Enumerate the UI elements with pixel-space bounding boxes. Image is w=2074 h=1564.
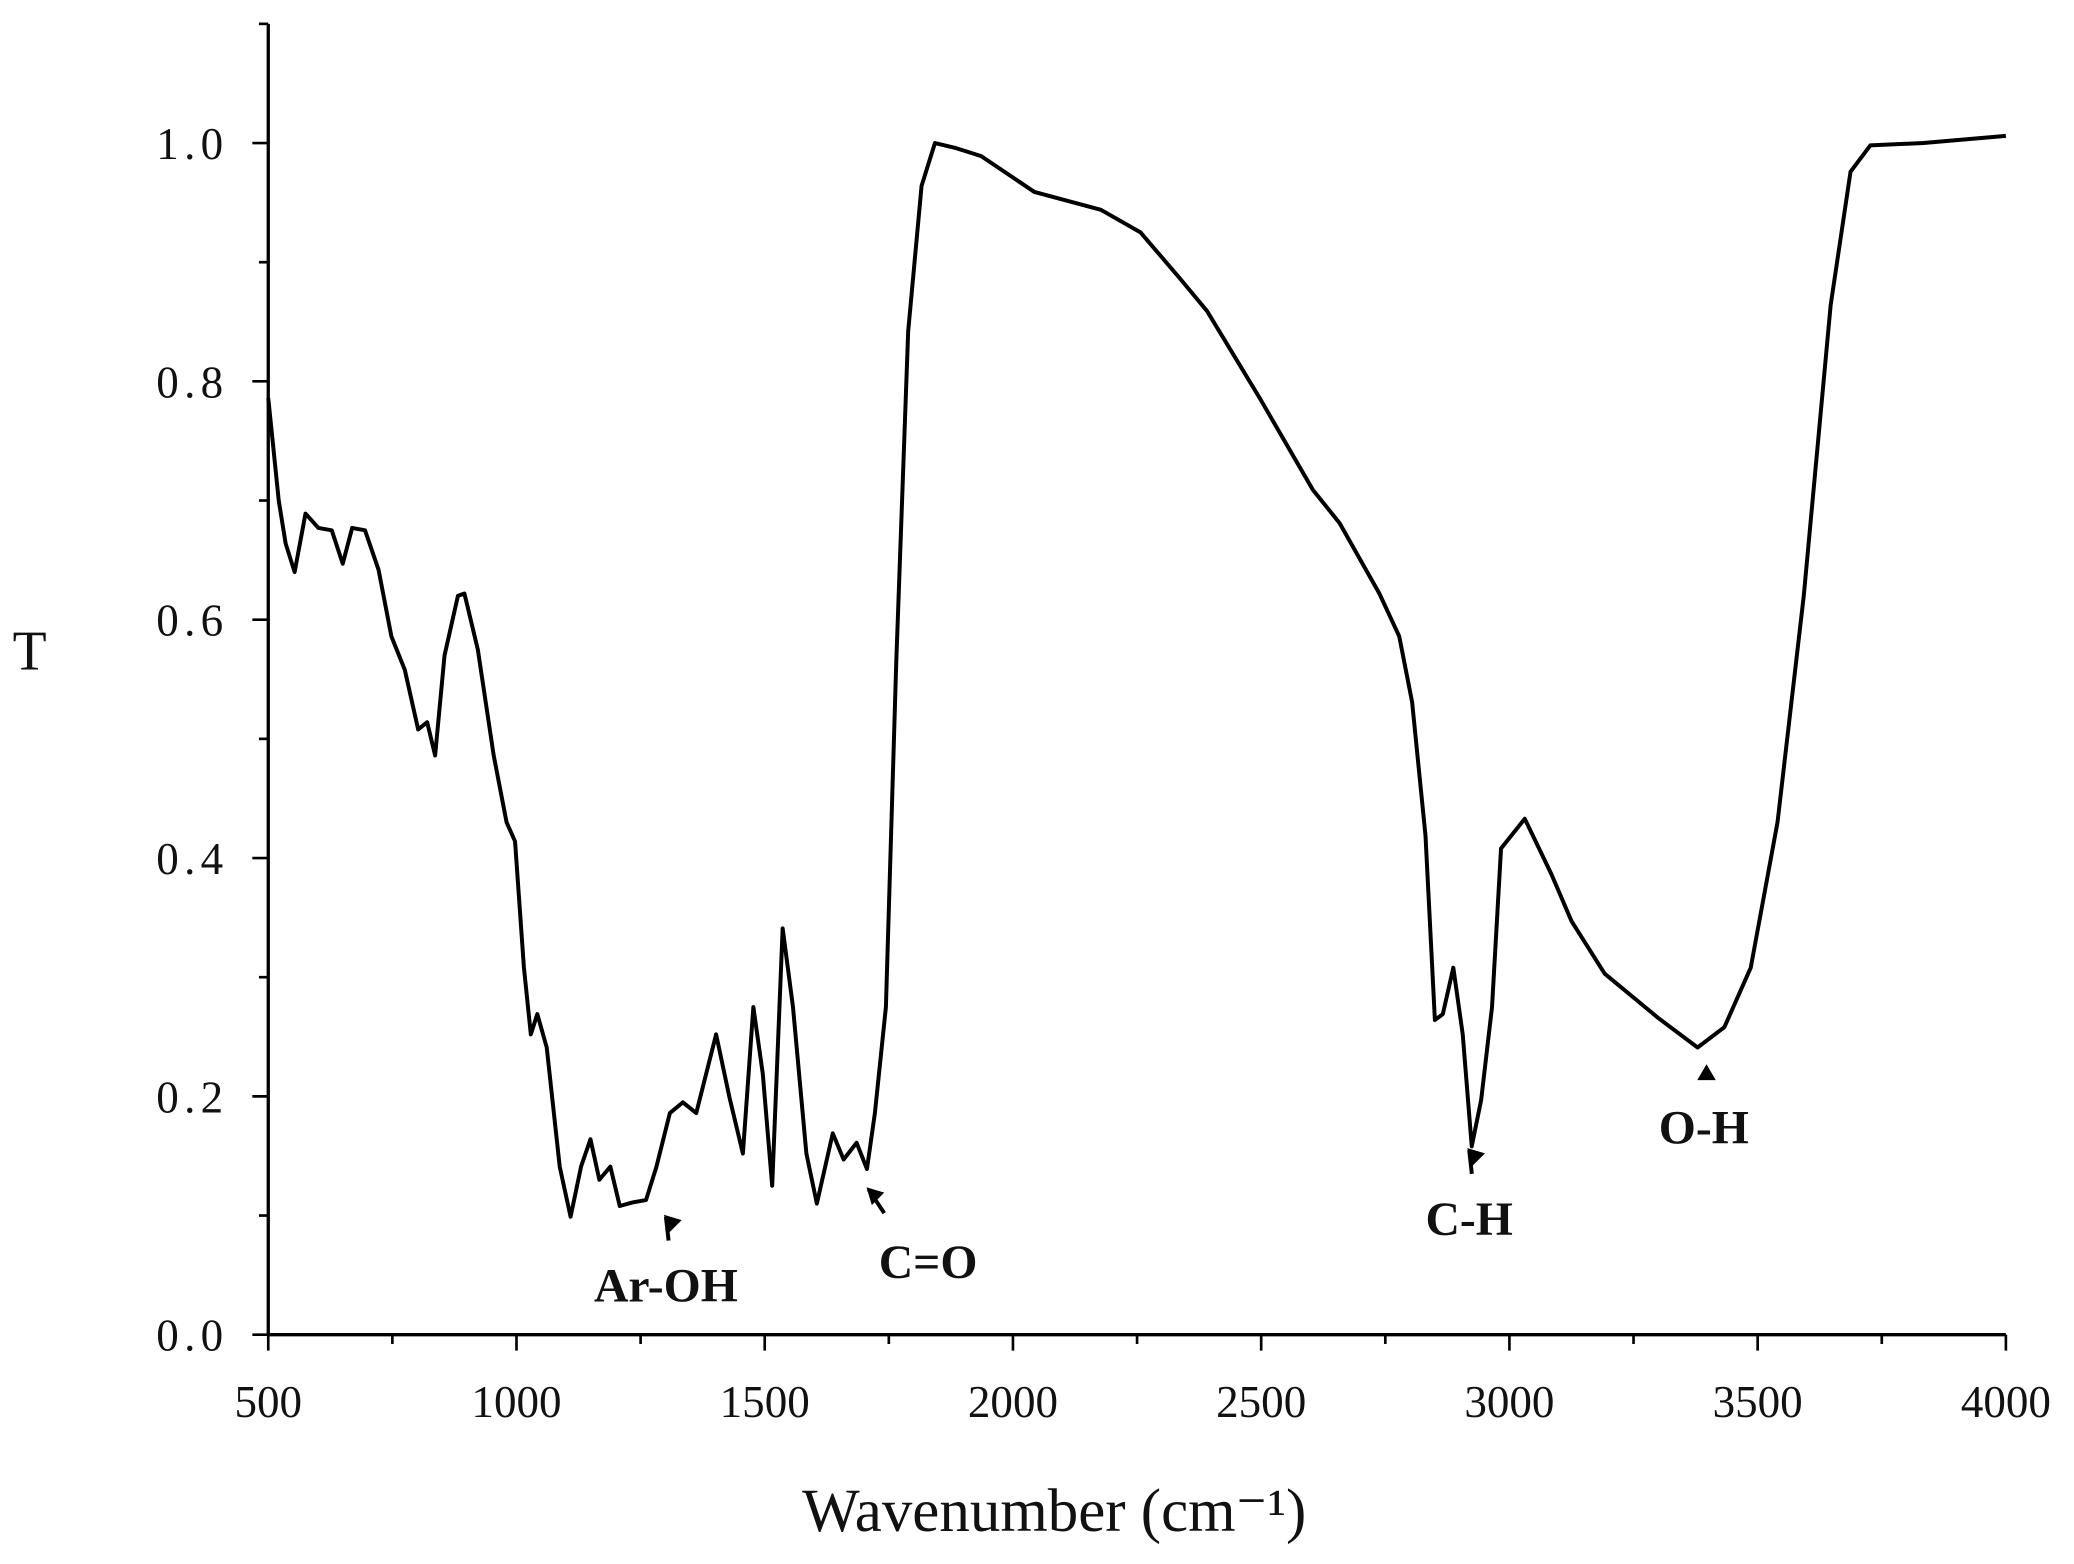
annotation-arrow xyxy=(1697,1064,1716,1081)
annotation-label: C=O xyxy=(879,1236,978,1289)
annotation-label: O-H xyxy=(1659,1102,1749,1155)
x-axis-label: Wavenumber (cm⁻¹) xyxy=(802,1478,1306,1545)
y-tick-label: 0.2 xyxy=(156,1072,228,1122)
y-tick-label: 1.0 xyxy=(156,119,228,169)
x-tick-label: 500 xyxy=(234,1377,302,1427)
annotation-arrow xyxy=(1467,1148,1485,1166)
y-tick-label: 0.8 xyxy=(156,357,228,407)
y-tick-label: 0.0 xyxy=(156,1311,228,1361)
x-tick-label: 2000 xyxy=(968,1377,1058,1427)
annotation-label: C-H xyxy=(1425,1193,1512,1246)
annotation-arrow xyxy=(866,1187,885,1206)
x-tick-label: 4000 xyxy=(1961,1377,2051,1427)
annotation-arrow xyxy=(663,1214,682,1233)
y-tick-label: 0.6 xyxy=(156,596,228,646)
x-tick-label: 3000 xyxy=(1464,1377,1554,1427)
spectrum-line xyxy=(266,133,2007,1219)
x-tick-label: 3500 xyxy=(1713,1377,1803,1427)
y-tick-label: 0.4 xyxy=(156,834,228,884)
x-tick-label: 1500 xyxy=(720,1377,810,1427)
x-tick-label: 2500 xyxy=(1216,1377,1306,1427)
y-axis-label: T xyxy=(13,620,47,682)
x-tick-label: 1000 xyxy=(471,1377,561,1427)
annotation-label: Ar-OH xyxy=(594,1260,738,1313)
